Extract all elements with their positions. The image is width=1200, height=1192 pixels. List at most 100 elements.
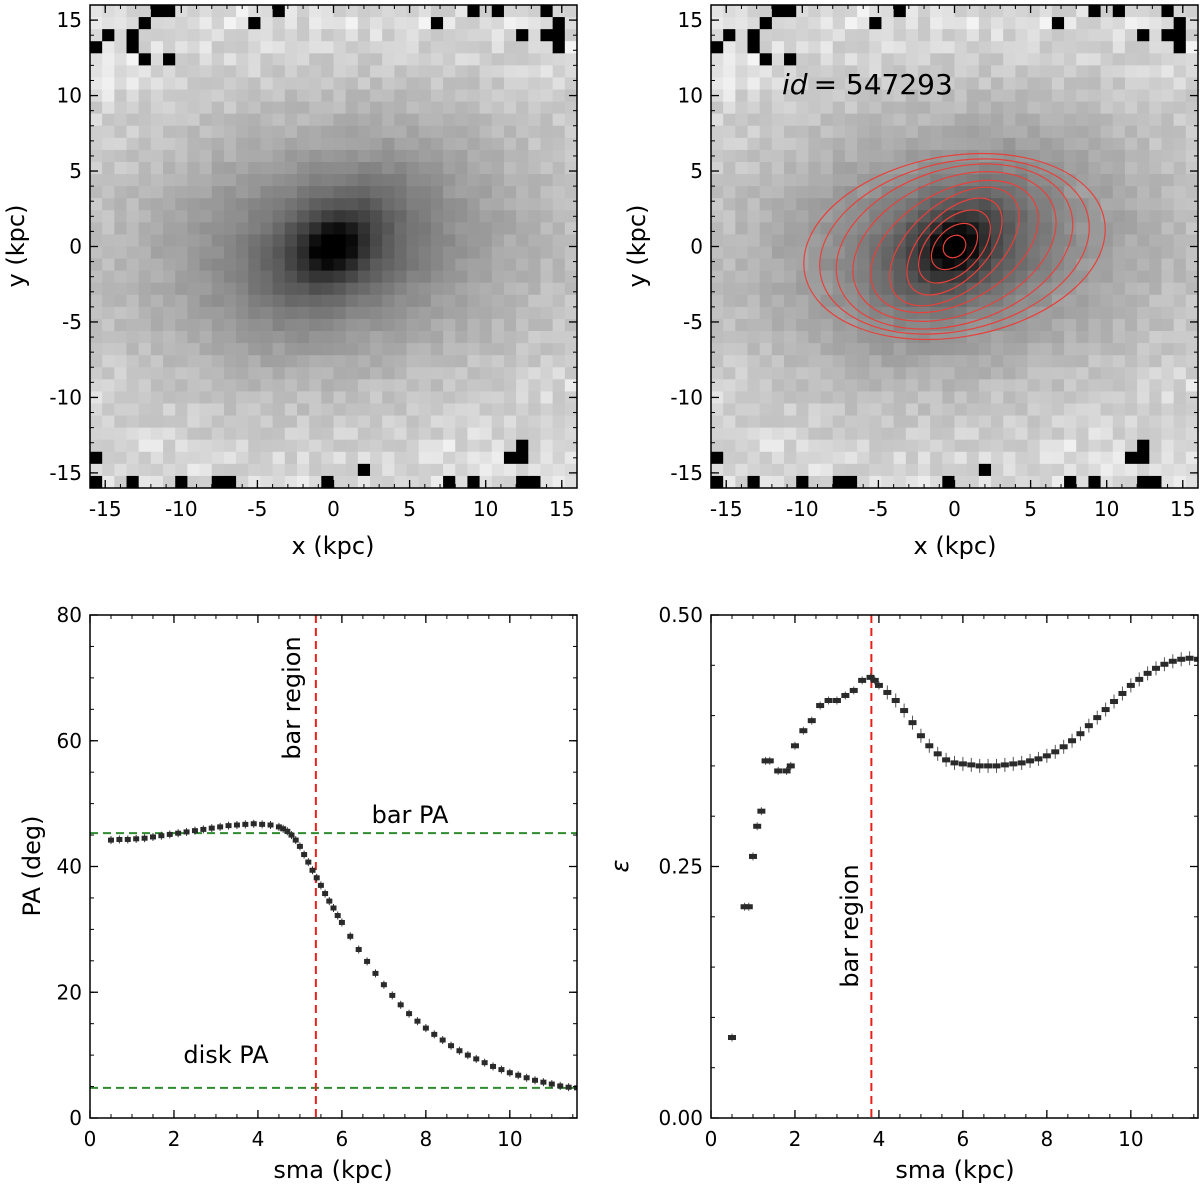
image-pixel xyxy=(905,41,919,54)
image-pixel xyxy=(881,439,895,453)
image-pixel xyxy=(1051,427,1065,441)
image-pixel xyxy=(272,318,286,332)
image-pixel xyxy=(309,234,322,248)
image-pixel xyxy=(1173,113,1187,127)
data-point xyxy=(992,763,1001,769)
image-pixel xyxy=(333,77,347,91)
image-pixel xyxy=(881,174,895,187)
image-pixel xyxy=(528,5,542,18)
image-pixel xyxy=(917,53,931,66)
image-pixel xyxy=(443,355,456,368)
image-pixel xyxy=(333,65,347,79)
image-pixel xyxy=(1088,355,1102,368)
image-pixel xyxy=(759,294,773,308)
image-pixel xyxy=(747,125,761,139)
data-point xyxy=(975,763,984,769)
image-pixel xyxy=(163,475,176,488)
image-pixel xyxy=(1185,17,1198,30)
image-pixel xyxy=(443,41,456,54)
image-pixel xyxy=(406,403,420,417)
image-pixel xyxy=(796,367,809,380)
image-pixel xyxy=(321,367,335,380)
image-pixel xyxy=(844,137,858,151)
image-pixel xyxy=(820,451,834,465)
image-pixel xyxy=(394,282,408,296)
image-pixel xyxy=(90,113,103,127)
image-pixel xyxy=(844,415,858,429)
image-pixel xyxy=(467,186,481,199)
image-pixel xyxy=(1100,125,1114,139)
image-pixel xyxy=(248,355,262,368)
image-pixel xyxy=(187,246,201,260)
data-point xyxy=(309,867,316,873)
image-pixel xyxy=(1185,161,1198,175)
image-pixel xyxy=(467,427,481,441)
image-pixel xyxy=(296,246,310,260)
image-pixel xyxy=(1124,403,1138,417)
image-pixel xyxy=(942,379,956,392)
image-pixel xyxy=(1112,53,1126,66)
image-pixel xyxy=(796,210,809,223)
image-pixel xyxy=(857,149,870,163)
image-pixel xyxy=(370,125,383,139)
y-tick-label: 0.50 xyxy=(658,603,703,627)
image-pixel xyxy=(150,451,164,465)
image-pixel xyxy=(199,234,213,248)
y-tick-label: 60 xyxy=(57,729,82,753)
image-pixel xyxy=(1112,17,1126,30)
image-pixel xyxy=(236,174,249,187)
image-pixel xyxy=(735,439,749,453)
image-pixel xyxy=(1076,77,1090,91)
image-pixel xyxy=(406,451,420,465)
image-pixel xyxy=(260,65,274,79)
image-pixel xyxy=(844,331,858,344)
image-pixel xyxy=(832,427,846,441)
x-tick-label: 2 xyxy=(168,1127,181,1151)
image-pixel xyxy=(467,234,481,248)
image-pixel xyxy=(978,439,992,453)
image-pixel xyxy=(1027,318,1041,332)
image-pixel xyxy=(296,415,310,429)
image-pixel xyxy=(516,29,529,42)
image-pixel xyxy=(1112,391,1126,405)
image-pixel xyxy=(540,343,554,356)
image-pixel xyxy=(747,258,761,272)
image-pixel xyxy=(272,270,286,284)
image-pixel xyxy=(893,125,907,139)
image-pixel xyxy=(540,222,554,236)
image-pixel xyxy=(857,306,870,320)
isophote-ellipse xyxy=(889,186,1020,307)
image-pixel xyxy=(394,89,408,103)
image-pixel xyxy=(540,475,554,488)
y-tick-label: 5 xyxy=(690,159,703,183)
image-pixel xyxy=(832,125,846,139)
image-pixel xyxy=(394,5,408,18)
image-pixel xyxy=(881,5,895,18)
image-pixel xyxy=(430,65,444,79)
image-pixel xyxy=(893,222,907,236)
image-pixel xyxy=(1137,29,1150,42)
image-pixel xyxy=(321,222,335,236)
xlabel-bottom-right: sma (kpc) xyxy=(895,1156,1014,1184)
image-pixel xyxy=(1015,77,1029,91)
image-pixel xyxy=(321,355,335,368)
image-pixel xyxy=(991,391,1004,405)
image-pixel xyxy=(564,246,577,260)
image-pixel xyxy=(552,391,566,405)
image-pixel xyxy=(138,234,152,248)
image-pixel xyxy=(430,343,444,356)
image-pixel xyxy=(163,101,176,115)
image-pixel xyxy=(223,451,237,465)
image-pixel xyxy=(1112,427,1126,441)
image-pixel xyxy=(370,137,383,151)
id-label: id xyxy=(782,68,808,101)
image-pixel xyxy=(357,282,371,296)
image-pixel xyxy=(272,5,286,18)
image-pixel xyxy=(126,5,140,18)
image-pixel xyxy=(211,258,225,272)
x-tick-label: 0 xyxy=(327,497,340,521)
data-point xyxy=(765,758,774,764)
image-pixel xyxy=(1161,355,1175,368)
image-pixel xyxy=(260,379,274,392)
image-pixel xyxy=(248,137,262,151)
